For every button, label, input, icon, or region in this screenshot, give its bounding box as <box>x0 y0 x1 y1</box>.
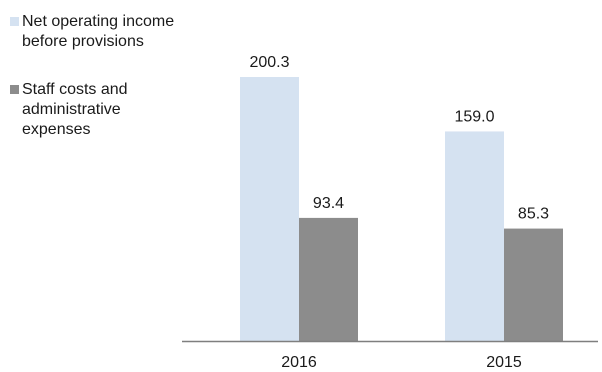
data-label-2016-series-2: 93.4 <box>313 195 344 212</box>
x-tick-label-2015: 2015 <box>486 354 522 371</box>
legend-item-staff-costs: Staff costs and administrative expenses <box>10 80 180 140</box>
legend-item-net-operating-income: Net operating income before provisions <box>10 12 180 52</box>
legend-label-staff-costs: Staff costs and administrative expenses <box>22 81 128 138</box>
bar-2016-series-2 <box>299 217 358 341</box>
data-label-2015-series-1: 159.0 <box>454 108 494 125</box>
legend-swatch-staff-costs <box>10 85 19 94</box>
data-label-2016-series-1: 200.3 <box>249 54 289 71</box>
x-tick-label-2016: 2016 <box>281 354 317 371</box>
bar-2015-series-1 <box>445 131 504 341</box>
data-label-2015-series-2: 85.3 <box>518 206 549 223</box>
bar-2015-series-2 <box>504 228 563 341</box>
chart-legend: Net operating income before provisions S… <box>10 12 180 168</box>
legend-swatch-net-operating-income <box>10 17 19 26</box>
legend-label-net-operating-income: Net operating income before provisions <box>22 13 175 50</box>
bar-2016-series-1 <box>240 77 299 341</box>
